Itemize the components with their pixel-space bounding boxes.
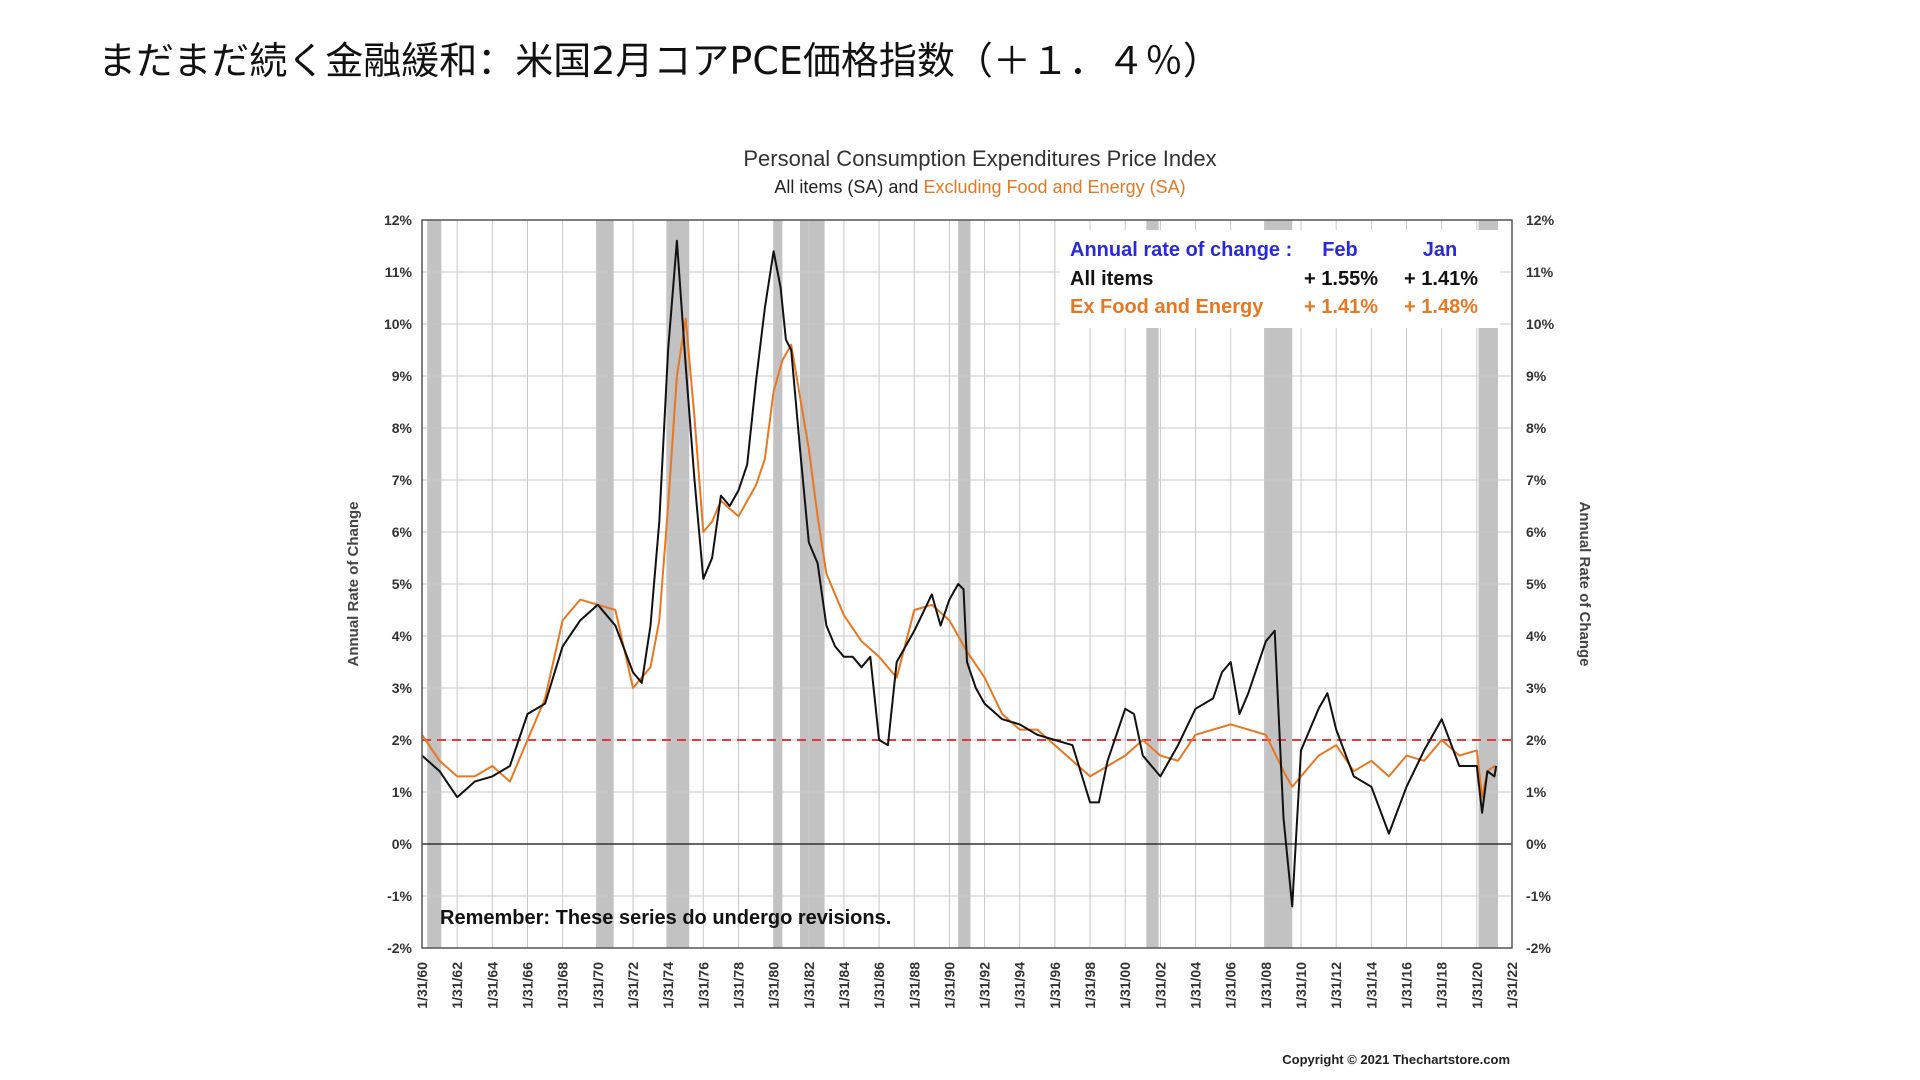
x-tick-label: 1/31/60 [414,962,430,1009]
x-tick-label: 1/31/72 [625,962,641,1009]
info-box [1060,230,1500,328]
slide-heading: まだまだ続く金融緩和：米国2月コアPCE価格指数（＋１．４％） [98,39,1221,83]
x-tick-label: 1/31/00 [1117,962,1133,1009]
info-row-label: All items [1070,268,1153,290]
y-tick-label-left: 12% [384,212,413,228]
y-tick-label-right: 2% [1526,732,1547,748]
chart-subtitle-part2: Excluding Food and Energy (SA) [923,177,1185,197]
y-tick-label-left: 10% [384,316,413,332]
x-tick-label: 1/31/10 [1293,962,1309,1009]
y-tick-label-left: 11% [385,264,413,280]
y-tick-label-left: 3% [392,680,413,696]
y-tick-label-right: 12% [1526,212,1555,228]
y-tick-label-left: 8% [392,420,413,436]
x-tick-label: 1/31/82 [801,962,817,1009]
x-tick-label: 1/31/88 [906,962,922,1009]
chart-subtitle-part1: All items (SA) and [774,177,923,197]
y-tick-label-right: 3% [1526,680,1547,696]
y-tick-label-right: 6% [1526,524,1547,540]
x-tick-label: 1/31/22 [1504,962,1520,1009]
info-row-jan: + 1.48% [1404,296,1478,318]
y-tick-label-right: 4% [1526,628,1547,644]
x-tick-label: 1/31/04 [1188,962,1204,1009]
y-tick-label-left: 0% [392,836,413,852]
pce-chart: Personal Consumption Expenditures Price … [330,130,1630,1080]
y-tick-label-right: 1% [1526,784,1547,800]
copyright-text: Copyright © 2021 Thechartstore.com [1282,1052,1510,1067]
plot-area: 12% 12% 11% 11% 10% 10% 9% 9% 8% 8% 7% 7% 6% 6% 5% 5% 4%… [384,212,1555,1009]
revision-note: Remember: These series do undergo revisi… [440,907,891,929]
x-tick-label: 1/31/64 [484,962,500,1009]
x-tick-label: 1/31/80 [766,962,782,1009]
y-tick-label-right: 0% [1526,836,1547,852]
info-heading: Annual rate of change : [1070,239,1292,261]
x-tick-label: 1/31/66 [519,962,535,1009]
x-tick-label: 1/31/06 [1223,962,1239,1009]
x-tick-label: 1/31/62 [449,962,465,1009]
x-tick-label: 1/31/14 [1363,962,1379,1009]
y-tick-label-right: 8% [1526,420,1547,436]
series-line-core [421,317,1498,799]
y-tick-label-left: 9% [392,368,413,384]
y-tick-label-right: 5% [1526,576,1547,592]
info-row-feb: + 1.41% [1304,296,1378,318]
x-tick-label: 1/31/18 [1434,962,1450,1009]
y-tick-label-right: 10% [1526,316,1555,332]
y-tick-label-left: 5% [392,576,413,592]
y-axis-label-left: Annual Rate of Change [345,501,362,666]
x-tick-label: 1/31/78 [730,962,746,1009]
x-tick-label: 1/31/68 [555,962,571,1009]
chart-svg: Personal Consumption Expenditures Price … [345,146,1593,1067]
x-tick-label: 1/31/84 [836,962,852,1009]
info-col-feb: Feb [1322,239,1358,261]
x-tick-label: 1/31/12 [1328,962,1344,1009]
y-tick-label-right: 7% [1526,472,1547,488]
y-tick-label-left: -2% [387,940,412,956]
plot-frame [421,219,1513,949]
x-tick-label: 1/31/02 [1152,962,1168,1009]
x-tick-label: 1/31/86 [871,962,887,1009]
x-tick-label: 1/31/90 [941,962,957,1009]
x-tick-label: 1/31/16 [1399,962,1415,1009]
x-tick-label: 1/31/76 [695,962,711,1009]
y-tick-label-right: -1% [1526,888,1551,904]
y-tick-label-left: 6% [392,524,413,540]
y-tick-label-right: -2% [1526,940,1551,956]
x-tick-label: 1/31/94 [1012,962,1028,1009]
info-row-label: Ex Food and Energy [1070,296,1264,318]
x-tick-label: 1/31/74 [660,962,676,1009]
x-tick-label: 1/31/98 [1082,962,1098,1009]
y-tick-label-left: 2% [392,732,413,748]
x-tick-label: 1/31/20 [1469,962,1485,1009]
y-axis-label-right: Annual Rate of Change [1576,501,1593,666]
y-tick-label-left: 7% [392,472,413,488]
series-line-all-items [421,239,1498,908]
y-tick-label-right: 9% [1526,368,1547,384]
x-tick-label: 1/31/08 [1258,962,1274,1009]
info-row-jan: + 1.41% [1404,268,1478,290]
info-col-jan: Jan [1423,239,1457,261]
y-tick-label-left: -1% [387,888,412,904]
chart-subtitle: All items (SA) and Excluding Food and En… [774,177,1185,197]
y-tick-label-right: 11% [1526,264,1554,280]
x-tick-label: 1/31/92 [977,962,993,1009]
chart-title: Personal Consumption Expenditures Price … [743,146,1216,171]
y-tick-label-left: 1% [392,784,413,800]
info-row-feb: + 1.55% [1304,268,1378,290]
x-tick-label: 1/31/70 [590,962,606,1009]
y-tick-label-left: 4% [392,628,413,644]
x-tick-label: 1/31/96 [1047,962,1063,1009]
